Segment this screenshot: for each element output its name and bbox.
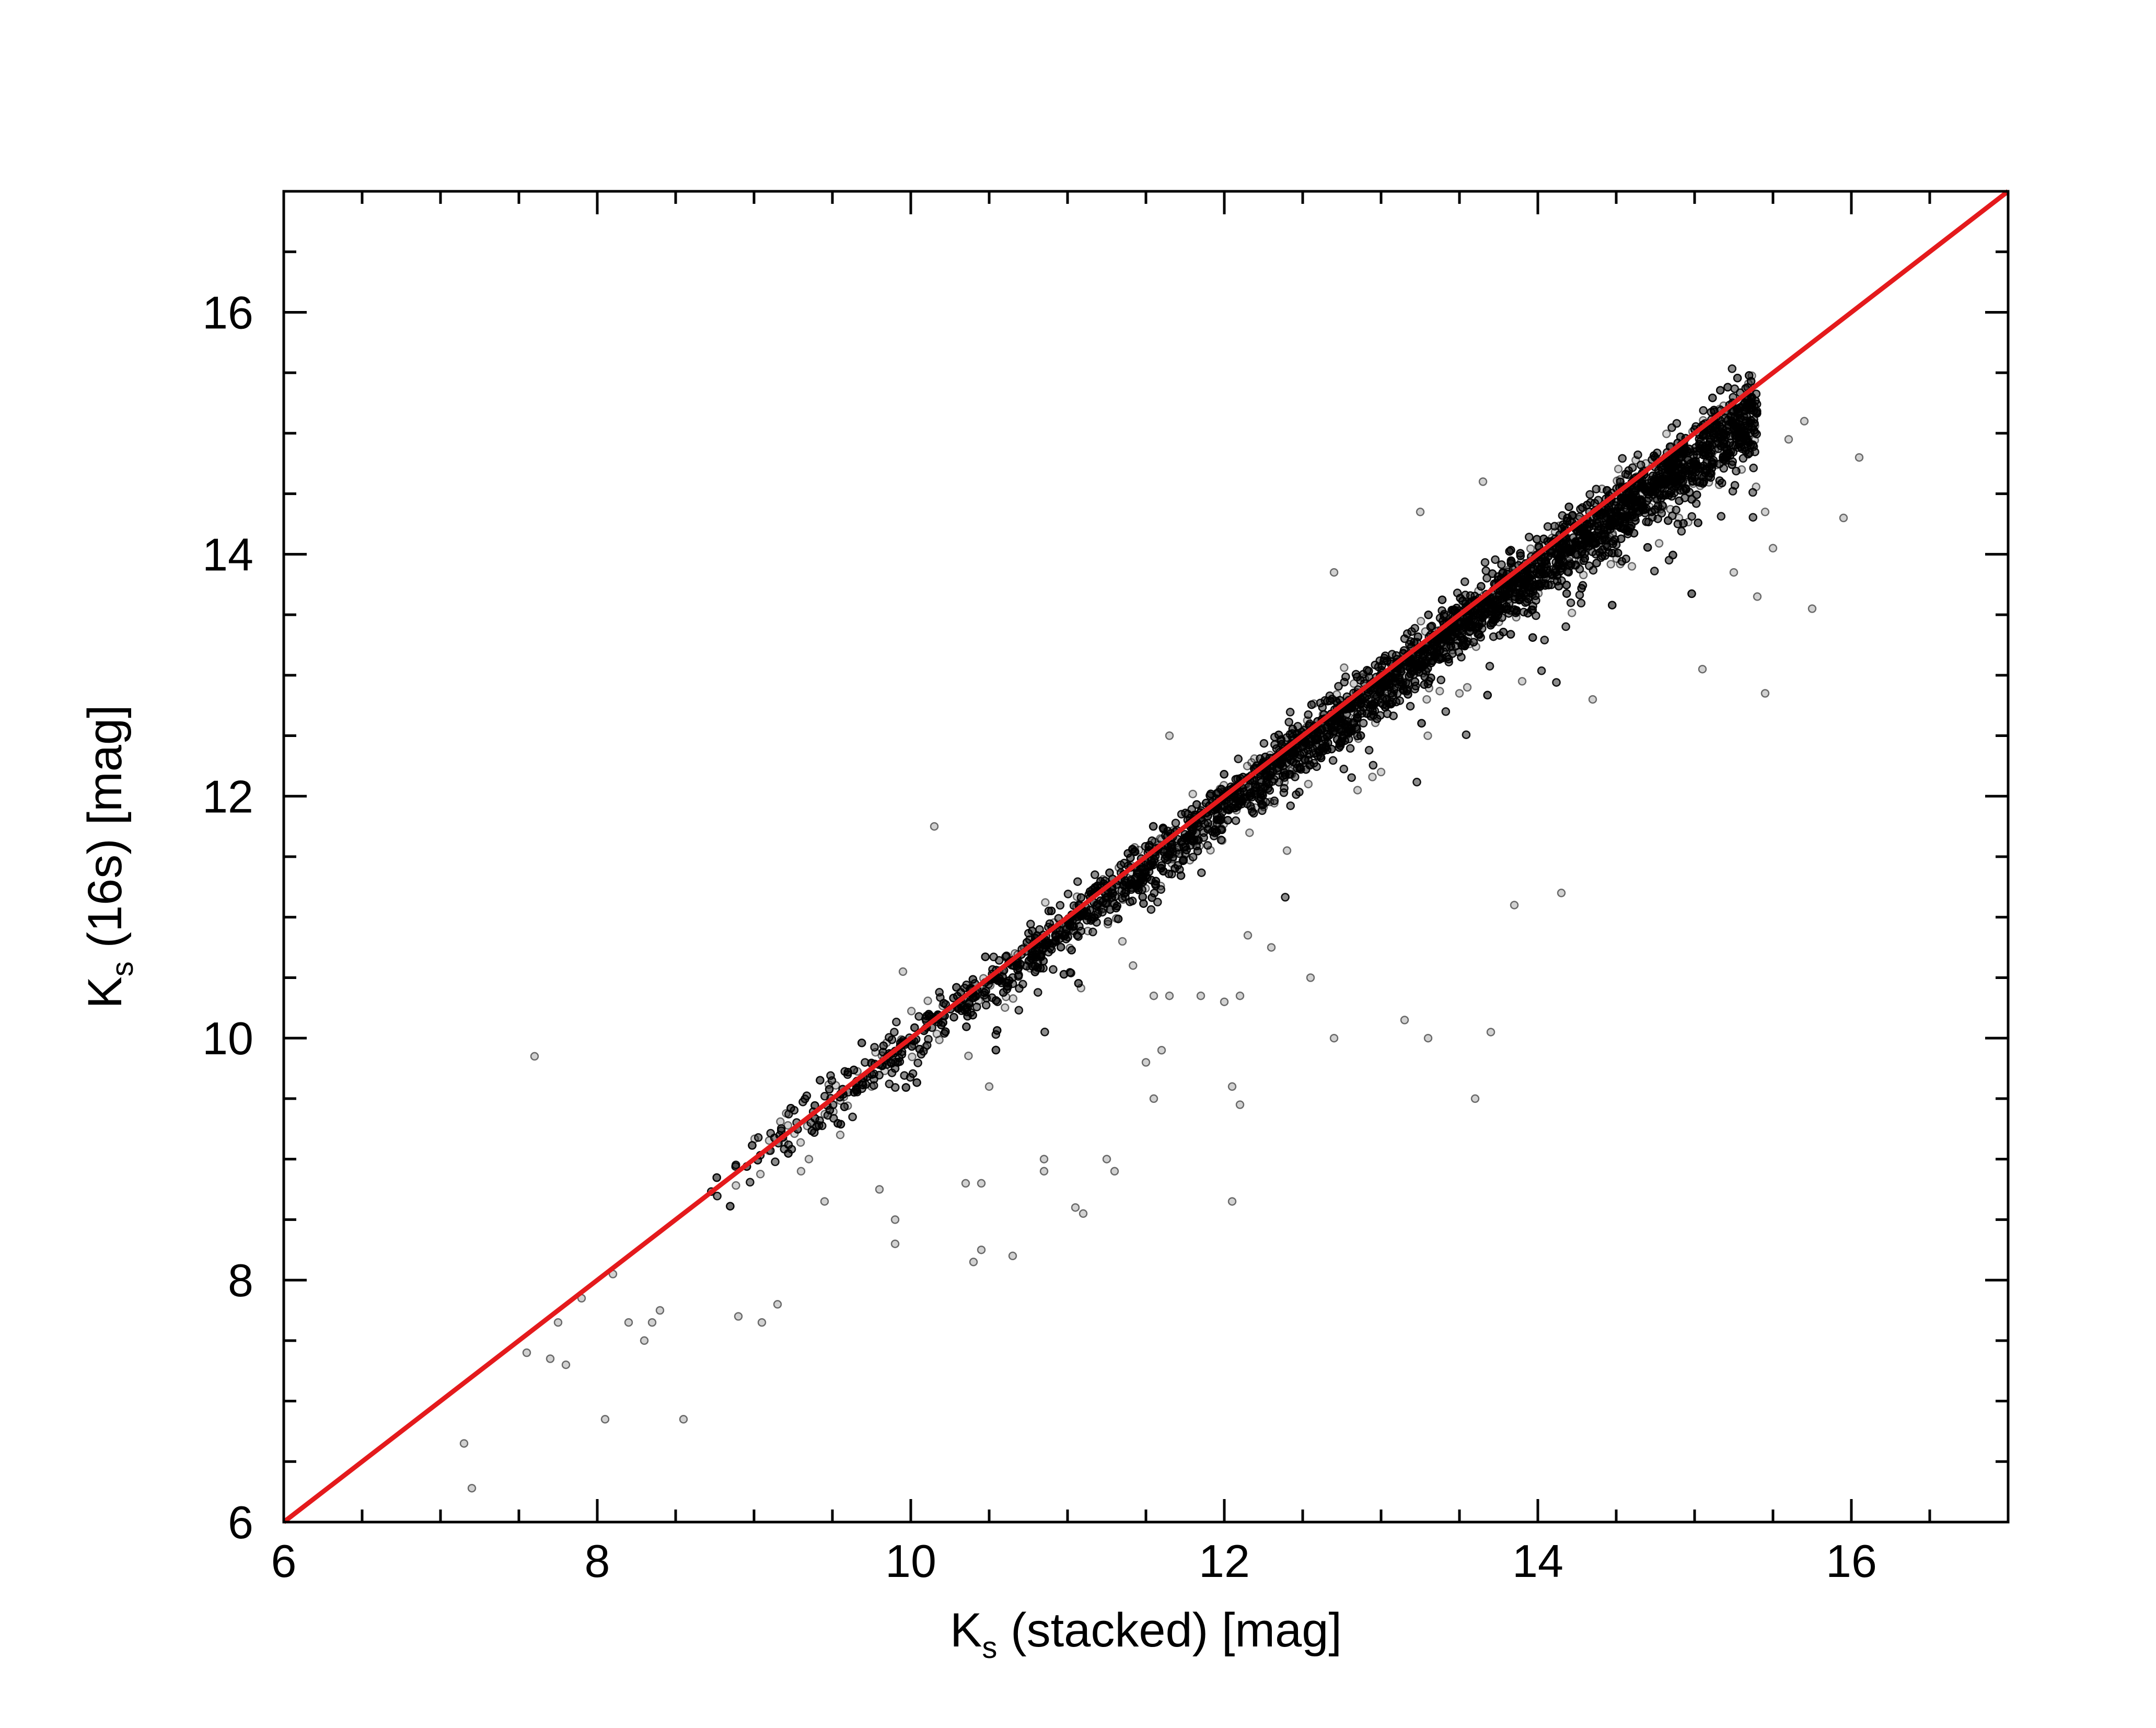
data-point [783,1121,793,1130]
data-point [1567,608,1577,617]
data-point [964,1051,973,1061]
data-point [1526,544,1535,553]
data-point [1471,642,1481,651]
data-point [1606,560,1615,569]
data-point [1340,663,1349,672]
data-point [1245,828,1254,837]
data-point [1009,994,1018,1003]
data-point [1129,961,1138,970]
data-point [1001,1003,1010,1012]
data-point [1349,679,1359,688]
data-point [732,1181,740,1190]
data-point [1423,731,1432,740]
data-point [1654,539,1664,548]
data-point [1368,773,1377,781]
data-point [1422,695,1431,704]
data-point [756,1170,765,1179]
data-point [907,1007,916,1016]
data-point [1416,617,1425,626]
data-point [1304,779,1313,789]
data-point [923,996,932,1006]
data-point [1435,686,1444,696]
data-point [1041,898,1050,907]
data-point [1662,429,1671,439]
data-point [1614,465,1623,474]
data-point [932,1029,942,1039]
data-point [776,1117,785,1126]
data-point [908,1052,917,1062]
data-point [1188,789,1197,799]
data-point [796,1138,805,1147]
